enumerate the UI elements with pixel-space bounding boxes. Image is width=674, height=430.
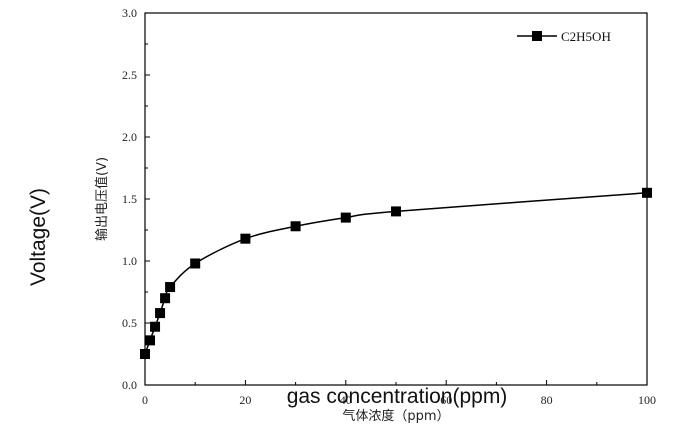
data-point <box>160 293 171 304</box>
y-tick-label: 0.0 <box>122 378 137 392</box>
overlay-y-label: Voltage(V) <box>27 188 50 286</box>
x-tick-label: 60 <box>440 393 452 407</box>
legend: C2H5OH <box>517 29 611 44</box>
data-point <box>642 187 652 198</box>
data-point <box>391 206 401 217</box>
x-tick-label: 0 <box>142 393 148 407</box>
y-tick-label: 1.5 <box>122 192 137 206</box>
legend-label: C2H5OH <box>561 29 611 44</box>
x-tick-label: 20 <box>239 393 251 407</box>
data-point <box>145 335 156 346</box>
data-point <box>140 349 150 359</box>
overlay-x-label: gas concentration(ppm) <box>287 385 508 408</box>
y-axis-ticks: 0.0 0.5 1.0 1.5 2.0 2.5 3.0 <box>122 6 150 392</box>
data-point <box>290 221 301 232</box>
legend-marker <box>532 31 542 41</box>
x-axis-title: 气体浓度（ppm） <box>342 408 449 424</box>
data-point <box>190 258 201 269</box>
data-point <box>340 212 351 223</box>
y-tick-label: 2.0 <box>122 130 137 144</box>
x-tick-label: 100 <box>638 393 656 407</box>
data-point <box>150 321 161 332</box>
y-tick-label: 0.5 <box>122 316 137 330</box>
y-tick-label: 1.0 <box>122 254 137 268</box>
x-tick-label: 40 <box>340 393 352 407</box>
y-tick-label: 2.5 <box>122 68 137 82</box>
y-axis-title: 输出电压值(V) <box>94 157 110 241</box>
data-point <box>240 233 251 244</box>
data-point <box>155 308 166 319</box>
series-layer <box>140 187 652 359</box>
y-tick-label: 3.0 <box>122 6 137 20</box>
x-tick-label: 80 <box>541 393 553 407</box>
series-line <box>144 192 648 355</box>
x-axis-ticks: 0 20 40 60 80 100 <box>142 380 656 407</box>
data-point <box>165 282 176 293</box>
